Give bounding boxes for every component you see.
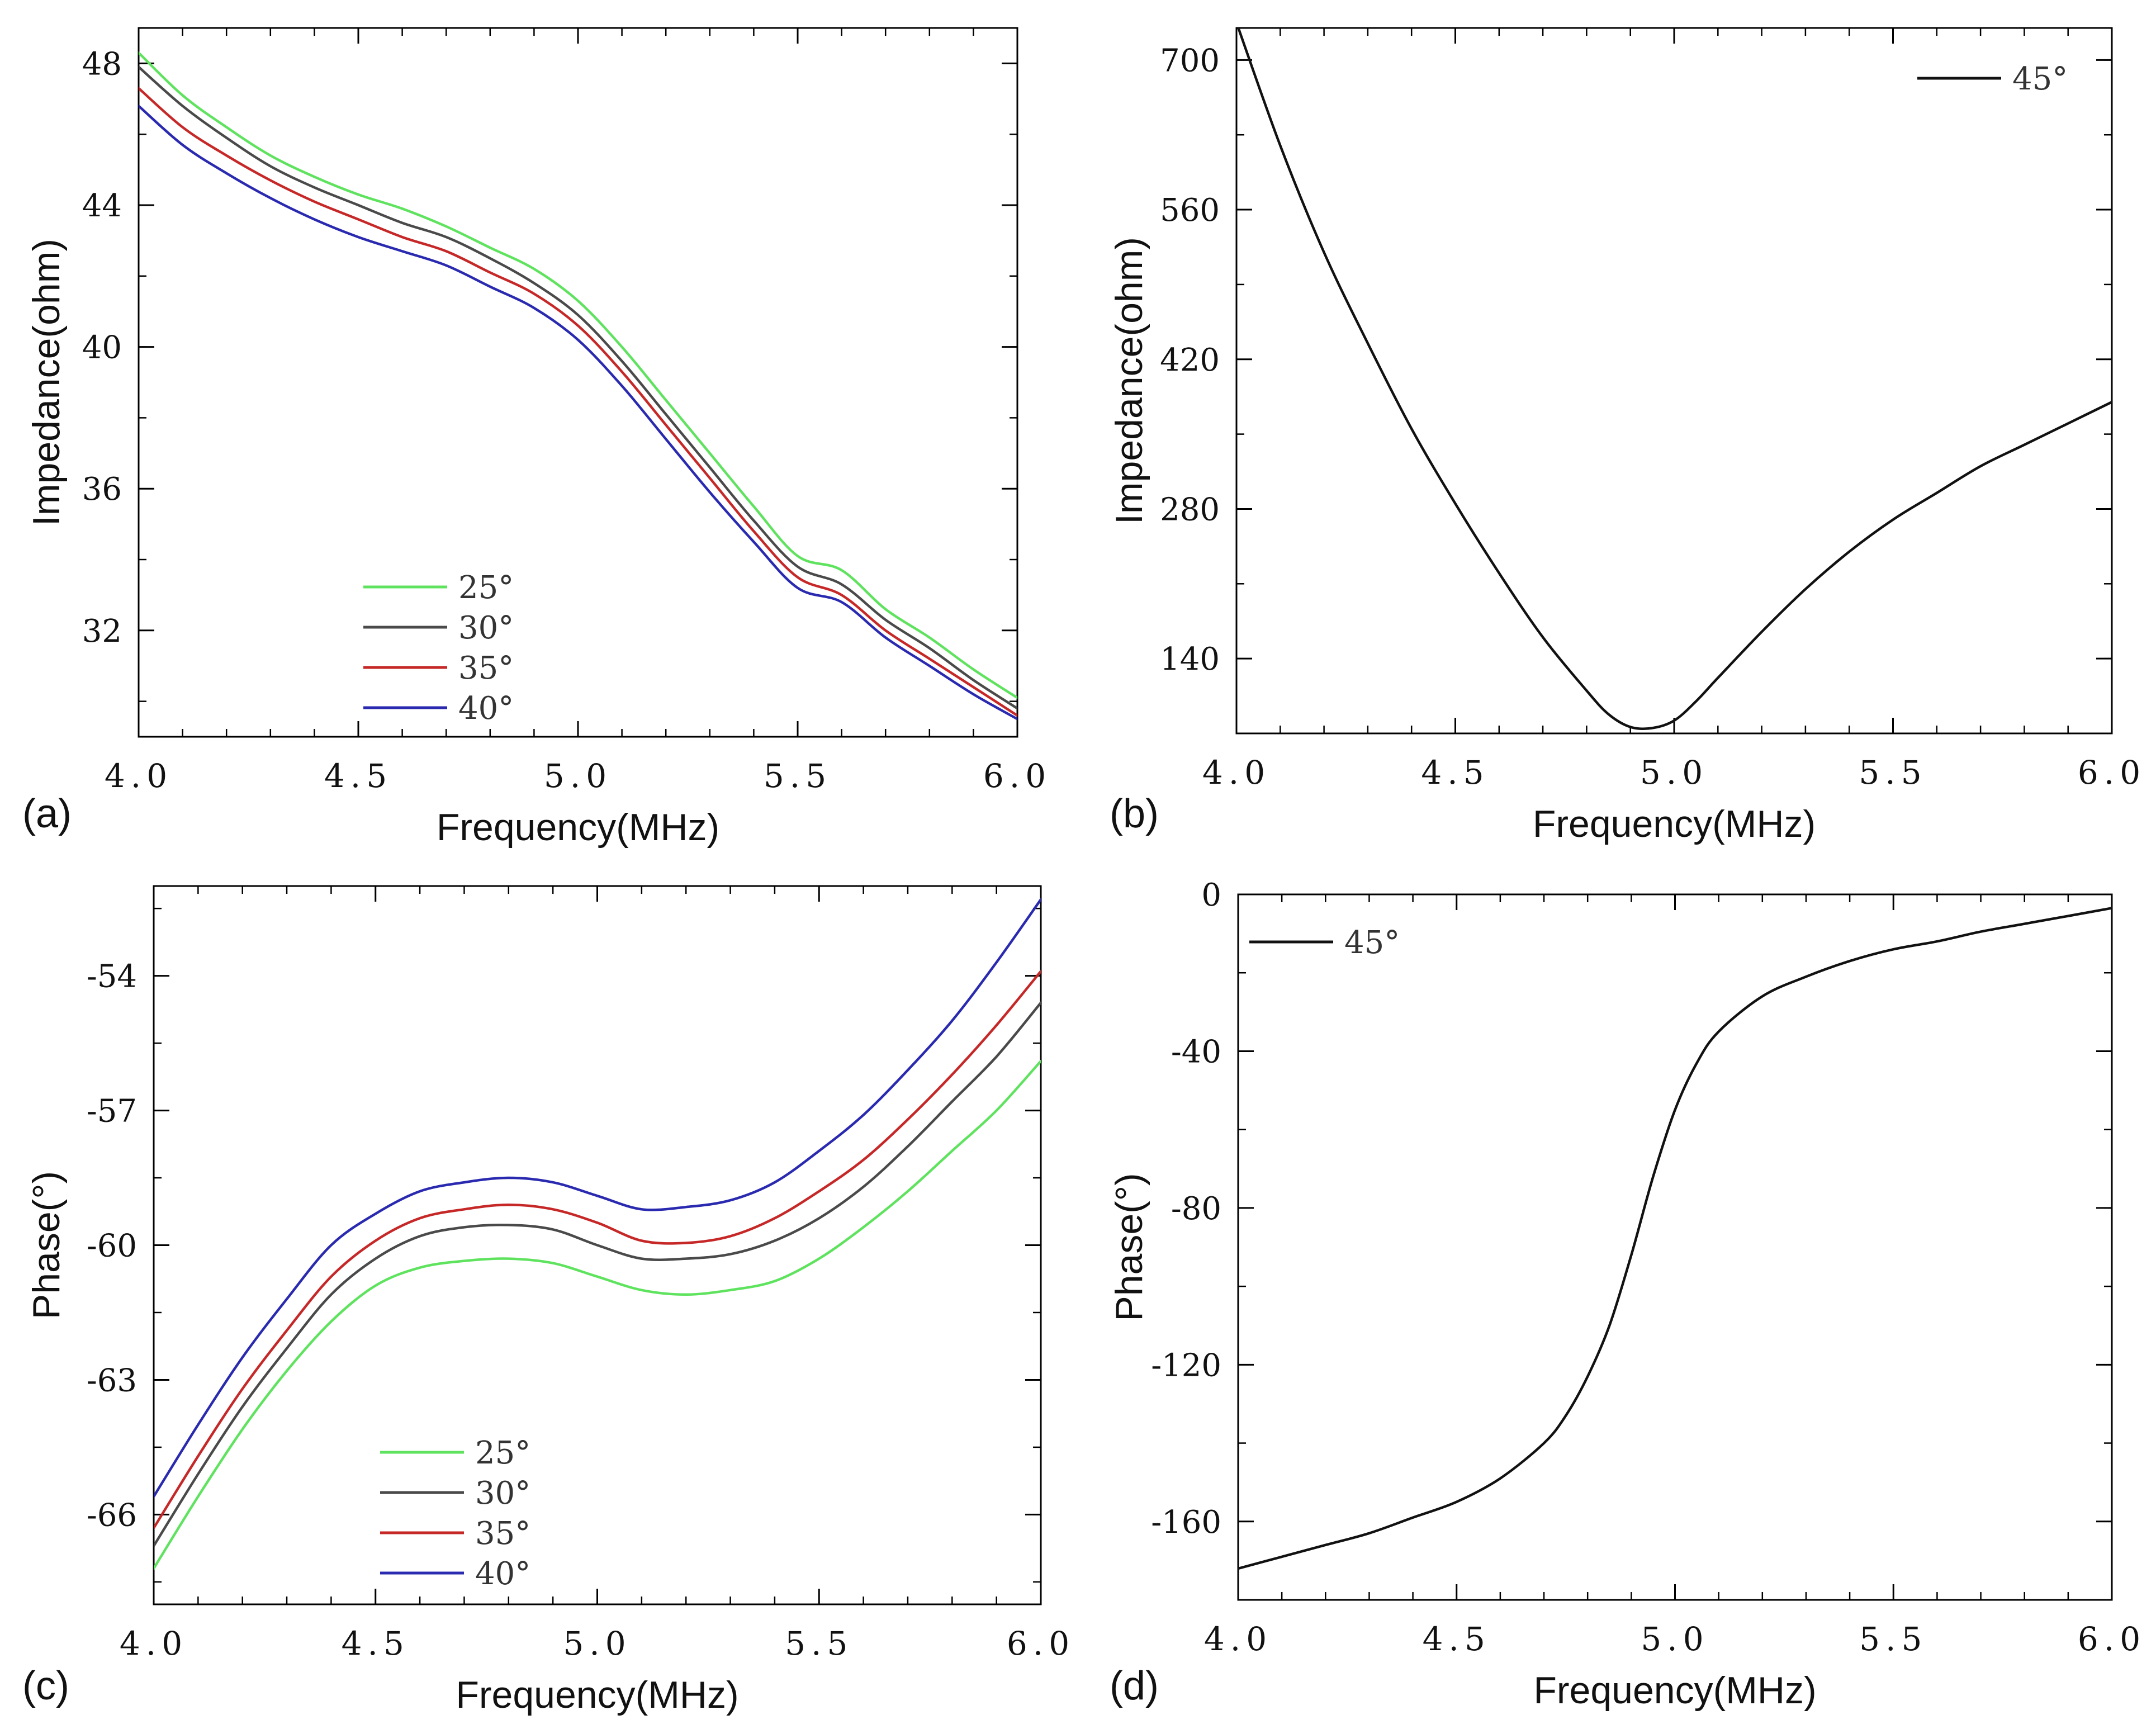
legend-label: 45° xyxy=(2012,61,2068,97)
series-line-40deg xyxy=(154,898,1041,1498)
x-tick-label: 4.0 xyxy=(1202,754,1271,792)
legend: 45° xyxy=(1917,61,2068,97)
x-tick-label: 4.5 xyxy=(1421,754,1489,792)
legend: 45° xyxy=(1249,925,1400,961)
x-tick-label: 4.0 xyxy=(1204,1620,1272,1658)
series-line-30deg xyxy=(139,65,1017,710)
legend-label: 25° xyxy=(458,570,514,606)
series-group xyxy=(154,898,1041,1570)
x-tick-label: 6.0 xyxy=(2078,754,2146,792)
x-tick-label: 4.0 xyxy=(105,757,173,795)
chart-a: 4.0 4.5 5.0 5.5 6.0 32 36 40 44 48 Frequency(MHz) I… xyxy=(22,27,1051,849)
panel-label: (c) xyxy=(22,1664,69,1708)
legend-label: 35° xyxy=(458,650,514,686)
y-axis-label: Impedance(ohm) xyxy=(1108,237,1150,524)
y-axis-label: Phase(°) xyxy=(1108,1173,1150,1321)
x-tick-label: 5.5 xyxy=(764,757,832,795)
y-tick-label: 48 xyxy=(82,46,122,82)
legend-label: 45° xyxy=(1344,925,1400,961)
y-tick-label: 140 xyxy=(1160,641,1220,678)
series-line-35deg xyxy=(154,970,1041,1529)
y-tick-label: 32 xyxy=(82,613,122,650)
panel-label: (b) xyxy=(1110,792,1159,836)
x-tick-label: 5.0 xyxy=(544,757,612,795)
series-line-30deg xyxy=(154,1001,1041,1547)
y-tick-label: 0 xyxy=(1201,877,1221,913)
chart-b: 4.0 4.5 5.0 5.5 6.0 140 280 420 560 700 Frequency(… xyxy=(1108,27,2146,845)
chart-d: 4.0 4.5 5.0 5.5 6.0 -160 -120 -80 -40 0 Frequency(… xyxy=(1108,877,2146,1712)
series-group xyxy=(1237,28,2112,731)
legend-label: 40° xyxy=(458,690,514,727)
x-tick-label: 4.5 xyxy=(324,757,392,795)
series-line-25deg xyxy=(139,51,1017,699)
x-tick-label: 5.0 xyxy=(563,1624,631,1662)
series-line-45deg xyxy=(1238,907,2112,1570)
y-tick-label: 40 xyxy=(82,330,122,366)
y-tick-label: -66 xyxy=(87,1497,137,1533)
x-tick-label: 5.0 xyxy=(1640,754,1708,792)
x-tick-label: 4.0 xyxy=(120,1624,188,1662)
series-line-40deg xyxy=(139,105,1017,721)
y-tick-label: -60 xyxy=(87,1228,137,1264)
legend-label: 30° xyxy=(458,610,514,646)
x-tick-label: 4.5 xyxy=(342,1624,410,1662)
y-axis-label: Impedance(ohm) xyxy=(25,239,68,526)
series-line-35deg xyxy=(139,87,1017,717)
panel-label: (d) xyxy=(1110,1664,1159,1708)
y-tick-label: 36 xyxy=(82,471,122,508)
x-axis-label: Frequency(MHz) xyxy=(456,1674,738,1716)
plot-frame xyxy=(1235,27,2113,735)
y-tick-label: 280 xyxy=(1160,491,1220,528)
y-tick-label: 44 xyxy=(82,188,122,224)
y-tick-label: -160 xyxy=(1151,1504,1221,1541)
x-tick-label: 6.0 xyxy=(1007,1624,1075,1662)
y-tick-label: 420 xyxy=(1160,342,1220,378)
x-tick-label: 5.5 xyxy=(785,1624,853,1662)
legend-label: 25° xyxy=(475,1435,530,1471)
legend-label: 35° xyxy=(475,1515,530,1552)
panel-label: (a) xyxy=(22,792,72,836)
y-axis-label: Phase(°) xyxy=(25,1171,68,1319)
y-tick-label: -54 xyxy=(87,959,137,995)
chart-c: 4.0 4.5 5.0 5.5 6.0 -66 -63 -60 -57 -54 Frequency(… xyxy=(22,885,1075,1716)
y-tick-label: -40 xyxy=(1171,1034,1221,1070)
x-tick-label: 4.5 xyxy=(1423,1620,1491,1658)
y-tick-label: 700 xyxy=(1160,42,1220,79)
x-tick-label: 6.0 xyxy=(983,757,1051,795)
y-tick-label: -80 xyxy=(1171,1191,1221,1227)
legend: 25° 30°35° 40° xyxy=(380,1435,530,1592)
series-line-45deg xyxy=(1237,28,2112,731)
x-axis-label: Frequency(MHz) xyxy=(1533,1669,1816,1712)
y-tick-label: -120 xyxy=(1151,1347,1221,1384)
series-line-25deg xyxy=(154,1059,1041,1570)
y-tick-label: 560 xyxy=(1160,192,1220,229)
series-group xyxy=(139,51,1017,721)
legend-label: 40° xyxy=(475,1556,530,1592)
legend: 25° 30° 35° 40° xyxy=(363,570,514,727)
y-tick-label: -63 xyxy=(87,1362,137,1399)
x-axis-label: Frequency(MHz) xyxy=(437,806,719,849)
series-group xyxy=(1238,907,2112,1570)
x-tick-label: 5.5 xyxy=(1859,754,1927,792)
x-tick-label: 5.5 xyxy=(1859,1620,1927,1658)
legend-label: 30° xyxy=(475,1475,530,1512)
x-axis-label: Frequency(MHz) xyxy=(1533,803,1816,845)
x-tick-label: 6.0 xyxy=(2078,1620,2146,1658)
y-tick-label: -57 xyxy=(87,1093,137,1130)
x-tick-label: 5.0 xyxy=(1641,1620,1709,1658)
plot-frame xyxy=(1237,893,2113,1601)
